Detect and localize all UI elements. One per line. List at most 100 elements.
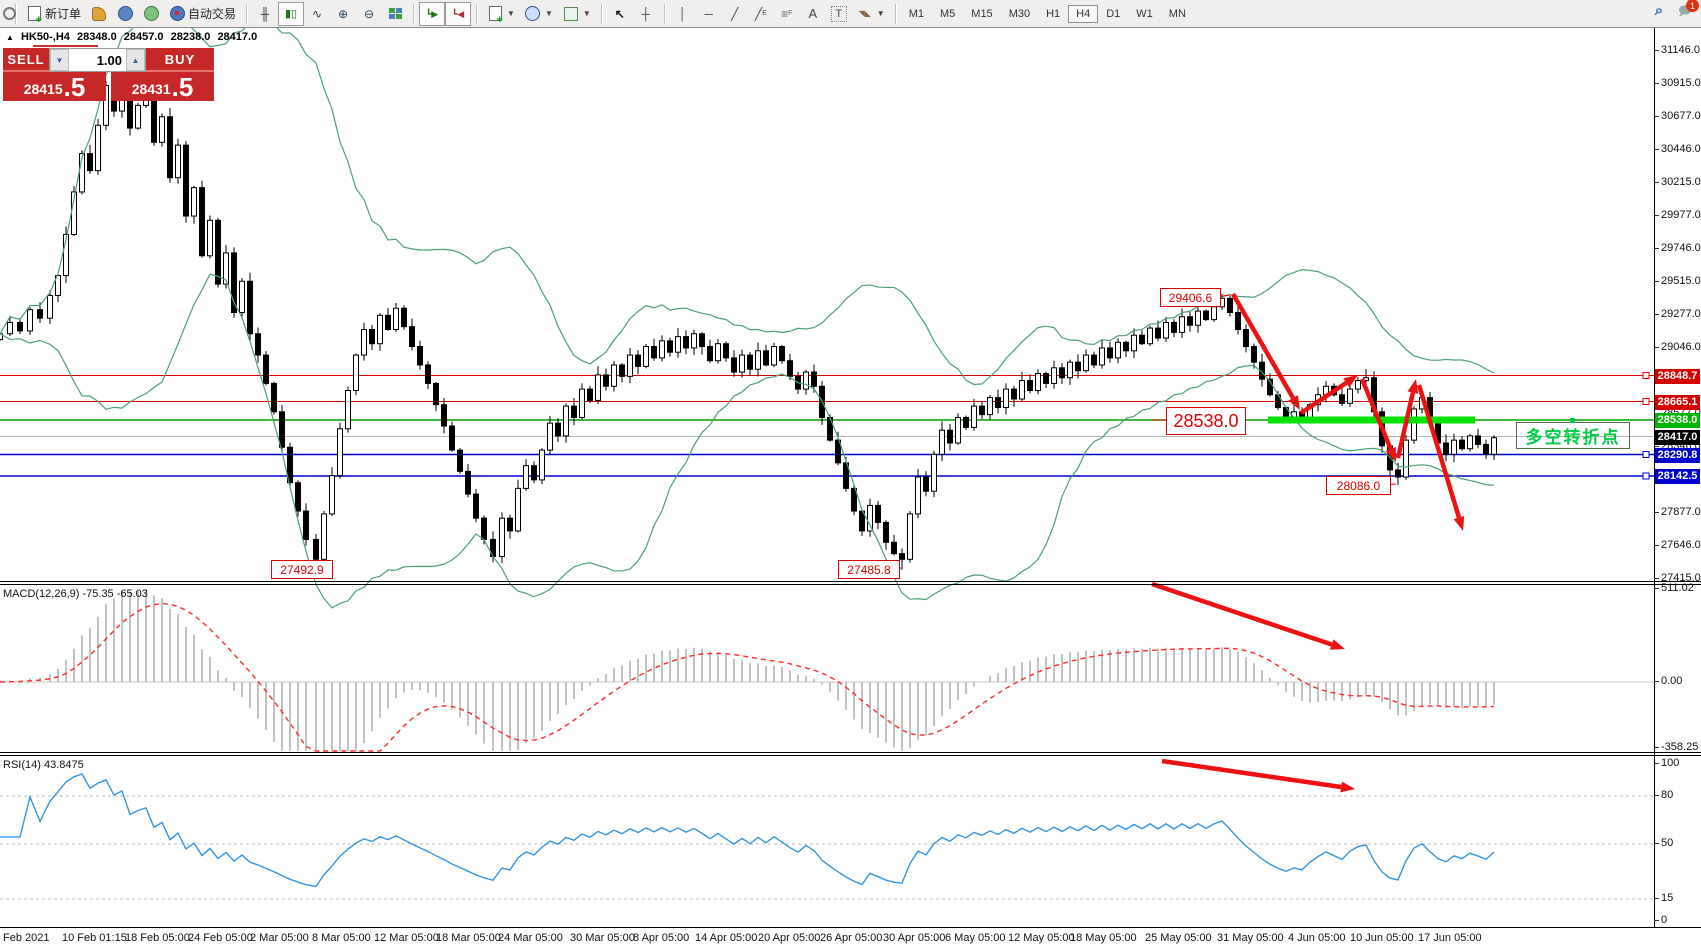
zoom-out-button[interactable]: ⊖ (356, 2, 382, 26)
trendline-icon: ╱ (731, 6, 739, 21)
time-axis-label: 30 Apr 05:00 (883, 932, 946, 944)
auto-scroll-icon: ┗▶ (425, 8, 439, 19)
volume-up-button[interactable]: ▲ (126, 49, 145, 71)
indicator-axis-tick: 0 (1654, 914, 1700, 926)
ohlc-close: 28417.0 (217, 31, 258, 43)
sell-price[interactable]: 28415.5 (3, 72, 106, 101)
text-label-button[interactable]: T (826, 2, 852, 26)
price-badge: 28417.0 (1655, 429, 1700, 445)
bollinger-layer (0, 27, 1495, 609)
timeframe-D1[interactable]: D1 (1106, 7, 1121, 20)
volume-down-button[interactable]: ▼ (50, 49, 69, 71)
price-callout-label: 27485.8 (838, 560, 900, 579)
y-axis-tick: 29277.0 (1654, 308, 1701, 320)
timeframe-M1[interactable]: M1 (908, 7, 924, 20)
buy-button[interactable]: BUY (146, 48, 214, 72)
templates-button[interactable]: ▼ (558, 2, 596, 26)
timeframe-M15[interactable]: M15 (971, 7, 993, 20)
tile-windows-button[interactable] (382, 2, 408, 26)
vertical-line-icon: │ (679, 6, 687, 21)
price-callout-label: 29406.6 (1160, 288, 1221, 307)
y-axis-tick: 30215.0 (1654, 176, 1701, 188)
time-axis-label: 12 Mar 05:00 (374, 932, 439, 944)
notifications-icon[interactable]: 🗩 1 (1677, 0, 1699, 19)
turning-point-label[interactable]: 多空转折点 (1516, 422, 1630, 449)
time-axis-label: 2 Mar 05:00 (250, 932, 309, 944)
community-icon (117, 6, 133, 22)
signals-button[interactable] (138, 2, 164, 26)
y-axis-tick: 29977.0 (1654, 209, 1701, 221)
timeframe-M5[interactable]: M5 (940, 7, 956, 20)
text-icon: A (808, 5, 818, 21)
auto-trading-button[interactable]: 自动交易 (164, 2, 241, 26)
ohlc-low: 28238.0 (170, 31, 211, 43)
time-axis-label: 12 May 05:00 (1008, 932, 1075, 944)
horizontal-line-button[interactable]: ─ (696, 2, 722, 26)
chart-shift-button[interactable]: ┗◀ (445, 1, 472, 26)
vertical-line-button[interactable]: │ (670, 2, 696, 26)
price-badge: 28142.5 (1655, 468, 1700, 484)
indicators-button[interactable]: + ▼ (482, 2, 520, 26)
bar-chart-icon: ╫ (260, 6, 270, 21)
auto-scroll-button[interactable]: ┗▶ (419, 1, 446, 26)
time-axis-label: 8 Apr 05:00 (633, 932, 690, 944)
panel-divider[interactable] (0, 581, 1701, 582)
time-axis-label: 18 Feb 05:00 (125, 932, 190, 944)
fibonacci-button[interactable]: ≡ F (774, 2, 800, 26)
buy-price[interactable]: 28431.5 (111, 72, 214, 101)
object-handle[interactable] (1570, 418, 1575, 423)
timeframe-H4[interactable]: H4 (1068, 4, 1099, 23)
crayon-button[interactable] (86, 2, 112, 26)
tile-windows-icon (387, 6, 403, 22)
indicator-axis-tick: 0.00 (1654, 675, 1700, 687)
timeframe-H1[interactable]: H1 (1046, 7, 1061, 20)
magnifier-icon (2, 7, 16, 20)
volume-input[interactable] (69, 49, 126, 71)
arrows-icon: ◥◣ (858, 8, 871, 18)
timeframe-W1[interactable]: W1 (1136, 7, 1153, 20)
zoom-in-icon: ⊕ (338, 6, 349, 21)
time-axis-label: 14 Apr 05:00 (695, 932, 758, 944)
channel-button[interactable]: ╱ E (748, 2, 774, 26)
rsi-header: RSI(14) 43.8475 (3, 759, 84, 771)
toolbar-separator (476, 3, 478, 24)
zoom-in-button[interactable]: ⊕ (330, 2, 356, 26)
chart-title: ▲ HK50-,H4 28348.0 28457.0 28238.0 28417… (6, 31, 261, 43)
panel-divider[interactable] (0, 752, 1701, 753)
text-button[interactable]: A (800, 2, 826, 26)
new-order-button[interactable]: + 新订单 (21, 2, 86, 26)
crosshair-button[interactable]: ┼ (633, 2, 659, 26)
sell-button[interactable]: SELL (3, 48, 49, 72)
spread-marker (33, 45, 98, 47)
cursor-icon: ↖ (614, 6, 625, 21)
timeframe-MN[interactable]: MN (1168, 7, 1186, 20)
candlestick-chart-button[interactable]: ▮▯ (278, 1, 305, 26)
horizontal-line-icon: ─ (704, 6, 714, 21)
new-order-label: 新订单 (45, 7, 82, 21)
time-axis-label: 25 May 05:00 (1145, 932, 1212, 944)
y-axis-tick: 29515.0 (1654, 275, 1701, 287)
trendline-button[interactable]: ╱ (722, 2, 748, 26)
indicator-layer (0, 589, 1654, 900)
line-chart-button[interactable]: ∿ (304, 2, 330, 26)
ohlc-open: 28348.0 (76, 31, 117, 43)
time-axis-border (0, 927, 1701, 928)
fibonacci-icon: ≡ F (781, 6, 793, 21)
volume-spinner: ▼ ▲ (49, 48, 146, 72)
time-axis-label: 24 Feb 05:00 (188, 932, 253, 944)
symbol-period: HK50-,H4 (20, 31, 70, 43)
indicator-axis-tick: 50 (1654, 837, 1700, 849)
time-axis-label: 18 May 05:00 (1070, 932, 1137, 944)
clipped-toolbar-icon[interactable] (0, 2, 16, 26)
text-label-icon: T (830, 5, 847, 22)
cursor-button[interactable]: ↖ (607, 2, 633, 26)
community-button[interactable] (112, 2, 138, 26)
periods-button[interactable]: ▼ (520, 2, 558, 26)
bar-chart-button[interactable]: ╫ (252, 2, 278, 26)
shapes-button[interactable]: ◥◣ ▼ (852, 2, 890, 26)
chart-surface[interactable] (0, 27, 1701, 950)
collapse-arrow-icon[interactable]: ▲ (6, 33, 14, 42)
search-icon[interactable]: ⌕ (1654, 2, 1664, 19)
timeframe-M30[interactable]: M30 (1008, 7, 1031, 20)
panel-divider (0, 755, 1701, 756)
